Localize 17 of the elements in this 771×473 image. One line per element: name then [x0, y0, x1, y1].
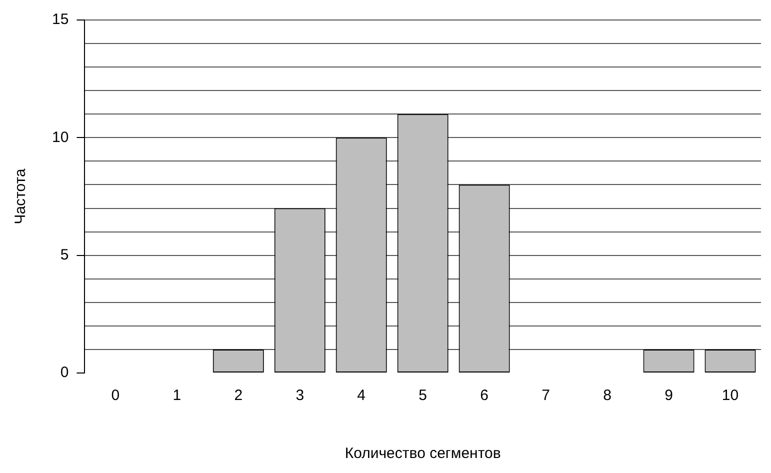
x-tick-label: 4	[357, 387, 366, 404]
x-tick-label: 2	[234, 387, 243, 404]
y-tick-label: 0	[60, 364, 69, 382]
y-tick-label: 10	[52, 128, 69, 146]
x-tick-label: 1	[172, 387, 182, 404]
x-tick-label: 5	[418, 387, 428, 404]
y-axis-title: Частота	[12, 168, 30, 224]
x-tick-label: 8	[603, 387, 612, 404]
y-tick-label: 5	[60, 246, 69, 264]
x-tick-label: 10	[722, 387, 739, 404]
y-tick-label: 15	[52, 11, 69, 28]
x-tick-label: 3	[296, 387, 304, 404]
x-axis-title: Количество сегментов	[344, 445, 501, 462]
x-tick-label: 6	[480, 387, 488, 404]
x-tick-label: 7	[542, 387, 550, 404]
x-tick-label: 9	[664, 387, 673, 404]
x-tick-label: 0	[111, 387, 120, 404]
